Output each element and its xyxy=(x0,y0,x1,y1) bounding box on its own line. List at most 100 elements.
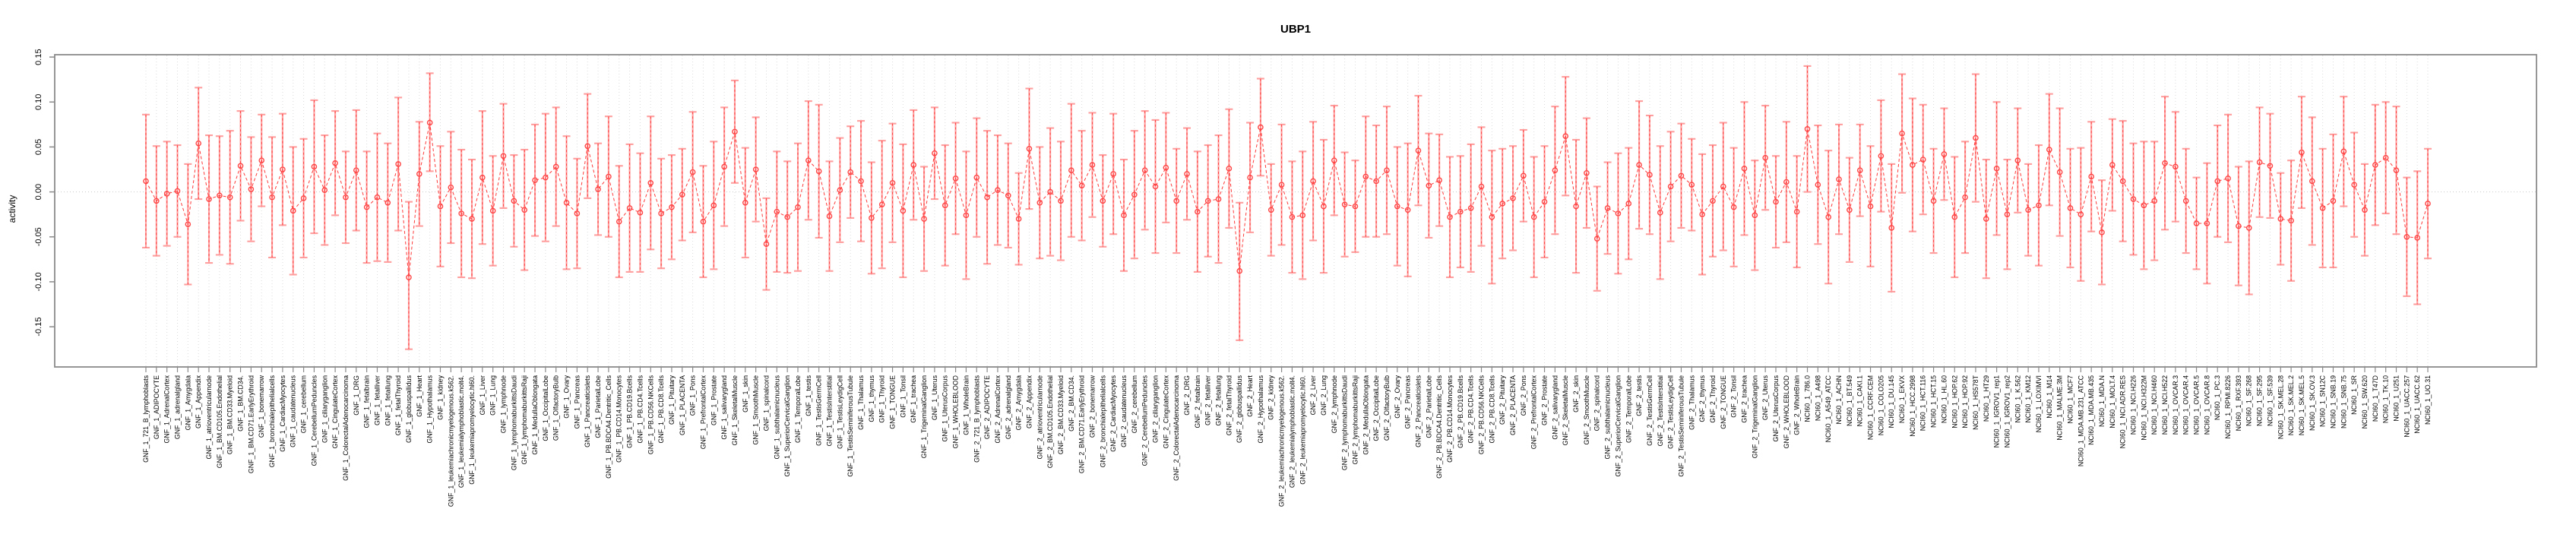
data-point-marker xyxy=(1089,162,1096,168)
x-tick-label: GNF_2_ciliaryganglion xyxy=(1152,375,1160,443)
x-tick-label: NCI60_1_HCC.2998 xyxy=(1909,375,1916,437)
x-tick-label: NCI60_1_SR xyxy=(2350,375,2358,415)
data-point-marker xyxy=(669,204,675,210)
data-point-marker xyxy=(1856,167,1863,174)
data-point-marker xyxy=(2162,160,2168,166)
x-tick-label: GNF_1_subthalamicnucleus xyxy=(773,375,780,459)
x-tick-label: GNF_1_cerebellum xyxy=(300,375,308,433)
x-tick-label: GNF_2_TrigeminalGanglion xyxy=(1751,375,1758,458)
x-tick-label: GNF_1_lymphomaburkittsDaudi xyxy=(510,375,517,470)
data-point-marker xyxy=(900,207,907,214)
x-tick-label: GNF_1_ColorectalAdenocarcinoma xyxy=(342,375,350,481)
data-point-marker xyxy=(1026,146,1033,152)
x-tick-label: NCI60_1_KM12 xyxy=(2024,375,2032,423)
x-tick-label: NCI60_1_OVCAR.3 xyxy=(2172,375,2179,435)
data-point-marker xyxy=(763,241,770,248)
x-tick-label: GNF_2_subthalamicnucleus xyxy=(1604,375,1612,459)
x-tick-label: GNF_2_leukemiachronicmyelogenous.k562. xyxy=(1278,375,1286,507)
data-point-marker xyxy=(374,194,381,201)
x-tick-label: NCI60_1_SK.MEL.5 xyxy=(2298,375,2305,435)
x-tick-label: GNF_1_PB.CD4.Tcells xyxy=(636,375,644,443)
data-point-marker xyxy=(941,202,948,209)
data-point-marker xyxy=(574,210,581,217)
data-point-marker xyxy=(2288,217,2294,224)
x-tick-label: GNF_2_salivarygland xyxy=(1551,375,1559,440)
x-tick-label: GNF_1_leukemiachronicmyelogenous.k562. xyxy=(447,375,454,507)
data-point-marker xyxy=(2425,201,2431,207)
x-tick-label: GNF_2_Thalamus xyxy=(1688,375,1695,429)
x-tick-label: GNF_1_PLACENTA xyxy=(679,375,686,435)
data-point-marker xyxy=(626,205,633,211)
data-point-marker xyxy=(689,169,696,175)
data-point-marker xyxy=(889,179,896,186)
x-tick-label: NCI60_1_SK.MEL.28 xyxy=(2277,375,2284,439)
x-tick-label: GNF_2_UterusCorpus xyxy=(1772,375,1780,441)
x-tick-label: GNF_1_skin xyxy=(742,375,749,413)
data-point-marker xyxy=(1993,166,2000,172)
x-tick-label: GNF_2_PB.CD4.Tcells xyxy=(1467,375,1475,443)
data-point-marker xyxy=(1847,207,1853,213)
x-tick-label: NCI60_1_K.562 xyxy=(2014,375,2021,423)
data-point-marker xyxy=(2362,207,2368,213)
data-point-marker xyxy=(1730,204,1737,210)
data-point-marker xyxy=(2014,157,2021,163)
x-tick-label: GNF_2_Pituitary xyxy=(1498,375,1506,425)
x-tick-label: NCI60_1_HT29 xyxy=(1983,375,1990,422)
x-tick-label: NCI60_1_MALME.3M xyxy=(2056,375,2064,441)
data-point-marker xyxy=(963,212,970,219)
data-point-marker xyxy=(258,157,265,163)
x-tick-label: GNF_2_PB.CD14.Monocytes xyxy=(1446,375,1454,462)
y-tick-label: -0.05 xyxy=(34,227,43,246)
data-point-marker xyxy=(710,202,717,209)
x-tick-label: GNF_2_globuspallidus xyxy=(1236,375,1243,443)
x-tick-label: GNF_1_CingulateCortex xyxy=(331,375,339,448)
data-point-marker xyxy=(1888,225,1895,231)
data-point-marker xyxy=(1667,183,1674,190)
data-point-marker xyxy=(932,150,938,157)
x-tick-label: NCI60_1_RPMI.8226 xyxy=(2224,375,2232,439)
data-point-marker xyxy=(1710,198,1716,204)
data-point-marker xyxy=(280,166,286,172)
data-point-marker xyxy=(1552,167,1559,174)
data-point-marker xyxy=(952,175,959,182)
data-point-marker xyxy=(1720,183,1726,190)
data-point-marker xyxy=(1215,196,1222,202)
x-tick-label: GNF_2_Pancreas xyxy=(1404,375,1412,428)
data-point-marker xyxy=(237,163,244,169)
x-tick-label: NCI60_1_SNB.75 xyxy=(2340,375,2347,428)
x-tick-label: GNF_2_TestisLeydigCell xyxy=(1667,375,1675,449)
data-point-marker xyxy=(2173,163,2179,170)
x-tick-label: NCI60_1_RXF.393 xyxy=(2235,375,2242,431)
data-point-marker xyxy=(1404,207,1411,213)
x-tick-label: GNF_2_Ovary xyxy=(1394,375,1401,418)
data-point-marker xyxy=(332,160,338,166)
data-point-marker xyxy=(143,178,149,185)
data-point-marker xyxy=(1521,172,1527,179)
y-tick-label: -0.15 xyxy=(34,318,43,337)
x-tick-label: NCI60_1_HCT.15 xyxy=(1930,375,1938,428)
data-point-marker xyxy=(1783,179,1790,185)
x-tick-label: GNF_2_trachea xyxy=(1740,375,1748,423)
data-point-marker xyxy=(1699,211,1705,217)
data-point-marker xyxy=(2056,169,2063,175)
x-tick-label: GNF_2_TestisInterstitial xyxy=(1657,375,1664,446)
x-tick-label: GNF_2_thymus xyxy=(1698,375,1706,422)
x-tick-label: NCI60_1_T47D xyxy=(2372,375,2379,422)
data-point-marker xyxy=(732,128,738,135)
data-point-marker xyxy=(2141,202,2147,209)
x-tick-label: GNF_2_TemporalLobe xyxy=(1625,375,1632,443)
data-point-marker xyxy=(1184,171,1190,177)
x-tick-label: GNF_1_fetalbrain xyxy=(363,375,371,428)
data-point-marker xyxy=(1647,172,1653,178)
x-tick-label: GNF_1_Liver xyxy=(479,375,486,415)
x-tick-label: NCI60_1_OVCAR.5 xyxy=(2193,375,2201,435)
x-tick-label: GNF_2_PB.BDCA4.Dentritic_Cells xyxy=(1435,375,1443,479)
data-point-marker xyxy=(1299,212,1306,219)
data-point-marker xyxy=(1331,157,1337,163)
x-tick-label: GNF_2_Hypothalamus xyxy=(1257,375,1264,443)
data-point-marker xyxy=(1951,213,1958,220)
x-tick-label: GNF_2_MedullaOblongata xyxy=(1362,375,1369,455)
data-point-marker xyxy=(195,140,201,147)
x-tick-label: GNF_1_spinalcord xyxy=(762,375,770,431)
